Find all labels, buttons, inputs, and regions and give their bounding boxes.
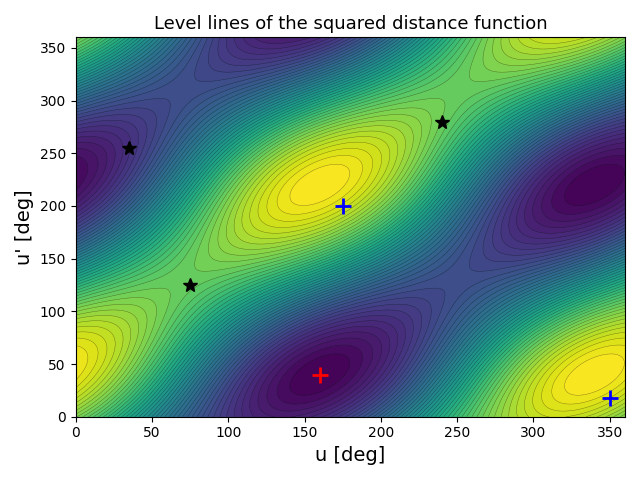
Title: Level lines of the squared distance function: Level lines of the squared distance func…: [154, 15, 547, 33]
X-axis label: u [deg]: u [deg]: [316, 446, 385, 465]
Y-axis label: u' [deg]: u' [deg]: [15, 189, 34, 265]
